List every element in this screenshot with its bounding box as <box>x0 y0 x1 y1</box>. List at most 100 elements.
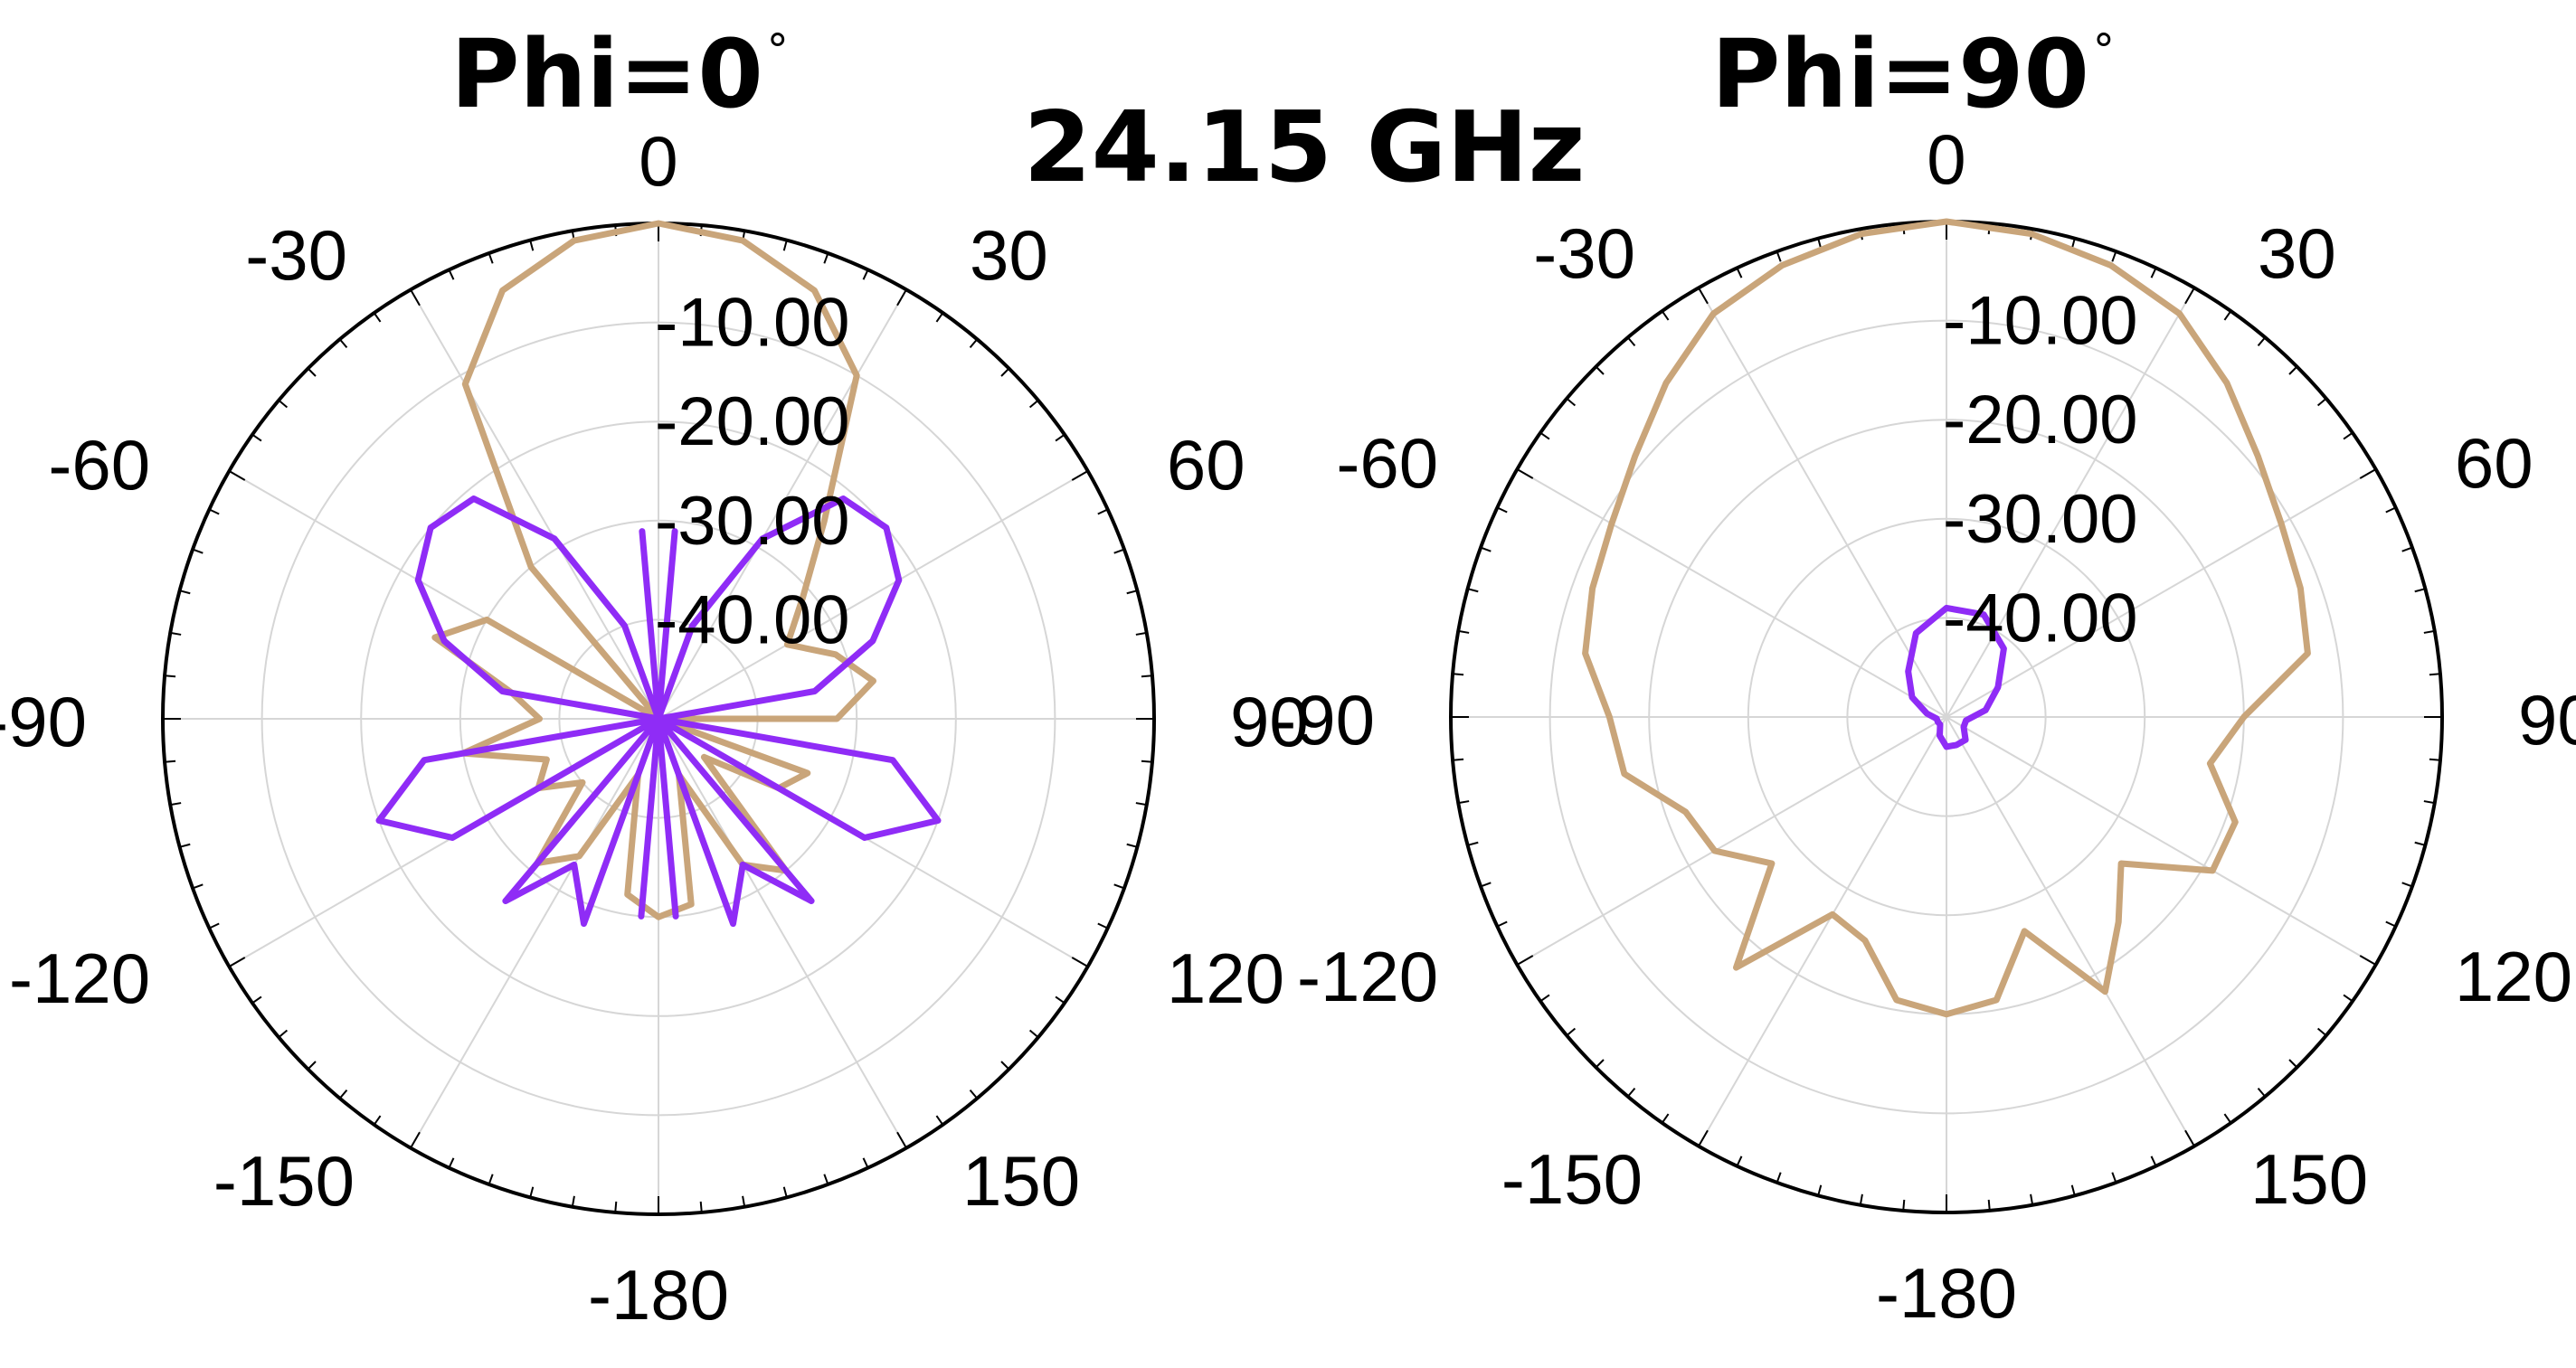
rim-tick <box>823 252 829 264</box>
rim-tick <box>1776 1172 1782 1184</box>
rim-tick <box>1661 1113 1670 1124</box>
grid-spoke <box>1698 287 1947 718</box>
rim-tick <box>529 240 535 251</box>
rim-tick <box>2359 955 2377 966</box>
rim-tick <box>2111 1172 2117 1184</box>
rim-tick <box>1055 995 1065 1005</box>
rim-tick <box>251 995 262 1005</box>
rim-tick <box>488 1174 494 1185</box>
angle-tick-label: 60 <box>2455 423 2533 503</box>
chart-title-degree: ° <box>2093 25 2115 76</box>
rim-tick <box>2316 1027 2327 1037</box>
rim-tick <box>1859 1193 1863 1205</box>
rim-tick <box>2343 994 2353 1003</box>
rim-tick <box>2423 629 2435 634</box>
rim-tick <box>1000 367 1010 377</box>
angle-tick-label: -150 <box>1501 1139 1643 1219</box>
rim-tick <box>192 883 204 890</box>
angle-tick-label: 30 <box>2258 213 2336 293</box>
trace-co-pol <box>431 220 876 920</box>
rim-tick <box>2111 250 2117 262</box>
rim-tick <box>251 433 262 442</box>
rim-tick <box>1028 1029 1039 1039</box>
rim-tick <box>2223 310 2232 321</box>
rim-tick <box>179 843 191 848</box>
chart-title-text: Phi=90 <box>1711 19 2089 129</box>
radial-tick-label: -30.00 <box>655 483 850 560</box>
rim-tick <box>2184 1129 2195 1147</box>
rim-tick <box>228 957 246 967</box>
rim-tick <box>699 1201 703 1213</box>
rim-tick <box>782 240 788 251</box>
rim-tick <box>2150 1156 2157 1167</box>
grid-spoke <box>1516 716 1947 966</box>
polar-chart-phi-0: Phi=0° -10.00 -20.00 -30.00 -40.00 0 30 60 90 120… <box>0 19 1309 1335</box>
rim-tick <box>170 802 182 807</box>
rim-tick <box>410 1131 421 1149</box>
rim-tick <box>1661 310 1670 321</box>
rim-tick <box>2288 1059 2298 1069</box>
rim-tick <box>1135 802 1147 807</box>
rim-tick <box>1028 399 1039 409</box>
rim-tick <box>2385 920 2397 928</box>
rim-tick <box>278 399 289 409</box>
rim-tick <box>782 1186 788 1198</box>
radial-tick-label: -20.00 <box>655 383 850 460</box>
trace-cross-pol <box>375 495 942 928</box>
rim-tick <box>2401 882 2413 888</box>
radial-tick-label: -20.00 <box>1943 382 2138 458</box>
angle-tick-label: 120 <box>2455 937 2572 1016</box>
rim-tick <box>529 1186 535 1198</box>
rim-tick <box>2414 841 2426 846</box>
rim-tick <box>1539 994 1550 1003</box>
rim-tick <box>1539 431 1550 440</box>
rim-tick <box>373 1115 382 1126</box>
rim-tick <box>1055 433 1065 442</box>
rim-tick <box>1736 1156 1743 1167</box>
rim-tick <box>935 312 944 323</box>
rim-tick <box>1113 548 1125 554</box>
rim-tick <box>164 675 176 678</box>
angle-tick-label: 90 <box>1230 682 1309 761</box>
rim-tick <box>1452 673 1464 676</box>
trace-cross-pol <box>1905 604 2007 750</box>
rim-tick <box>1817 1184 1823 1196</box>
rim-tick <box>969 1089 979 1099</box>
angle-tick-label: -90 <box>1273 680 1375 759</box>
rim-tick <box>1566 1027 1577 1037</box>
rim-tick <box>1467 588 1479 593</box>
rim-tick <box>2030 1193 2034 1205</box>
rim-tick <box>1776 250 1782 262</box>
rim-tick <box>2385 506 2397 514</box>
rim-tick <box>1458 800 1470 805</box>
angle-tick-label: -60 <box>48 425 150 505</box>
rim-tick <box>338 1089 348 1099</box>
radial-tick-label: -10.00 <box>655 285 850 362</box>
rim-tick <box>1480 882 1492 888</box>
rim-tick <box>862 1157 869 1169</box>
rim-tick <box>278 1029 289 1039</box>
rim-tick <box>2359 468 2377 479</box>
grid-spoke <box>658 718 907 1149</box>
trace-co-pol <box>1582 218 2311 1018</box>
rim-tick <box>1626 1087 1636 1098</box>
rim-tick <box>1071 470 1089 481</box>
rim-tick <box>969 338 979 349</box>
rim-tick <box>823 1174 829 1185</box>
rim-tick <box>2257 336 2267 347</box>
angle-tick-label: -120 <box>9 939 150 1018</box>
grid-spoke <box>1698 716 1947 1147</box>
rim-tick <box>164 759 176 763</box>
rim-tick <box>935 1115 944 1126</box>
rim-tick <box>1595 1059 1605 1069</box>
rim-tick <box>1496 506 1508 514</box>
rim-tick <box>1113 883 1125 890</box>
angle-tick-label: 120 <box>1167 939 1284 1018</box>
rim-tick <box>1736 267 1743 278</box>
angle-tick-label: 150 <box>2250 1139 2368 1219</box>
angle-tick-label: -180 <box>588 1255 729 1335</box>
rim-tick <box>2288 365 2298 375</box>
rim-tick <box>1135 631 1147 636</box>
rim-tick <box>373 312 382 323</box>
